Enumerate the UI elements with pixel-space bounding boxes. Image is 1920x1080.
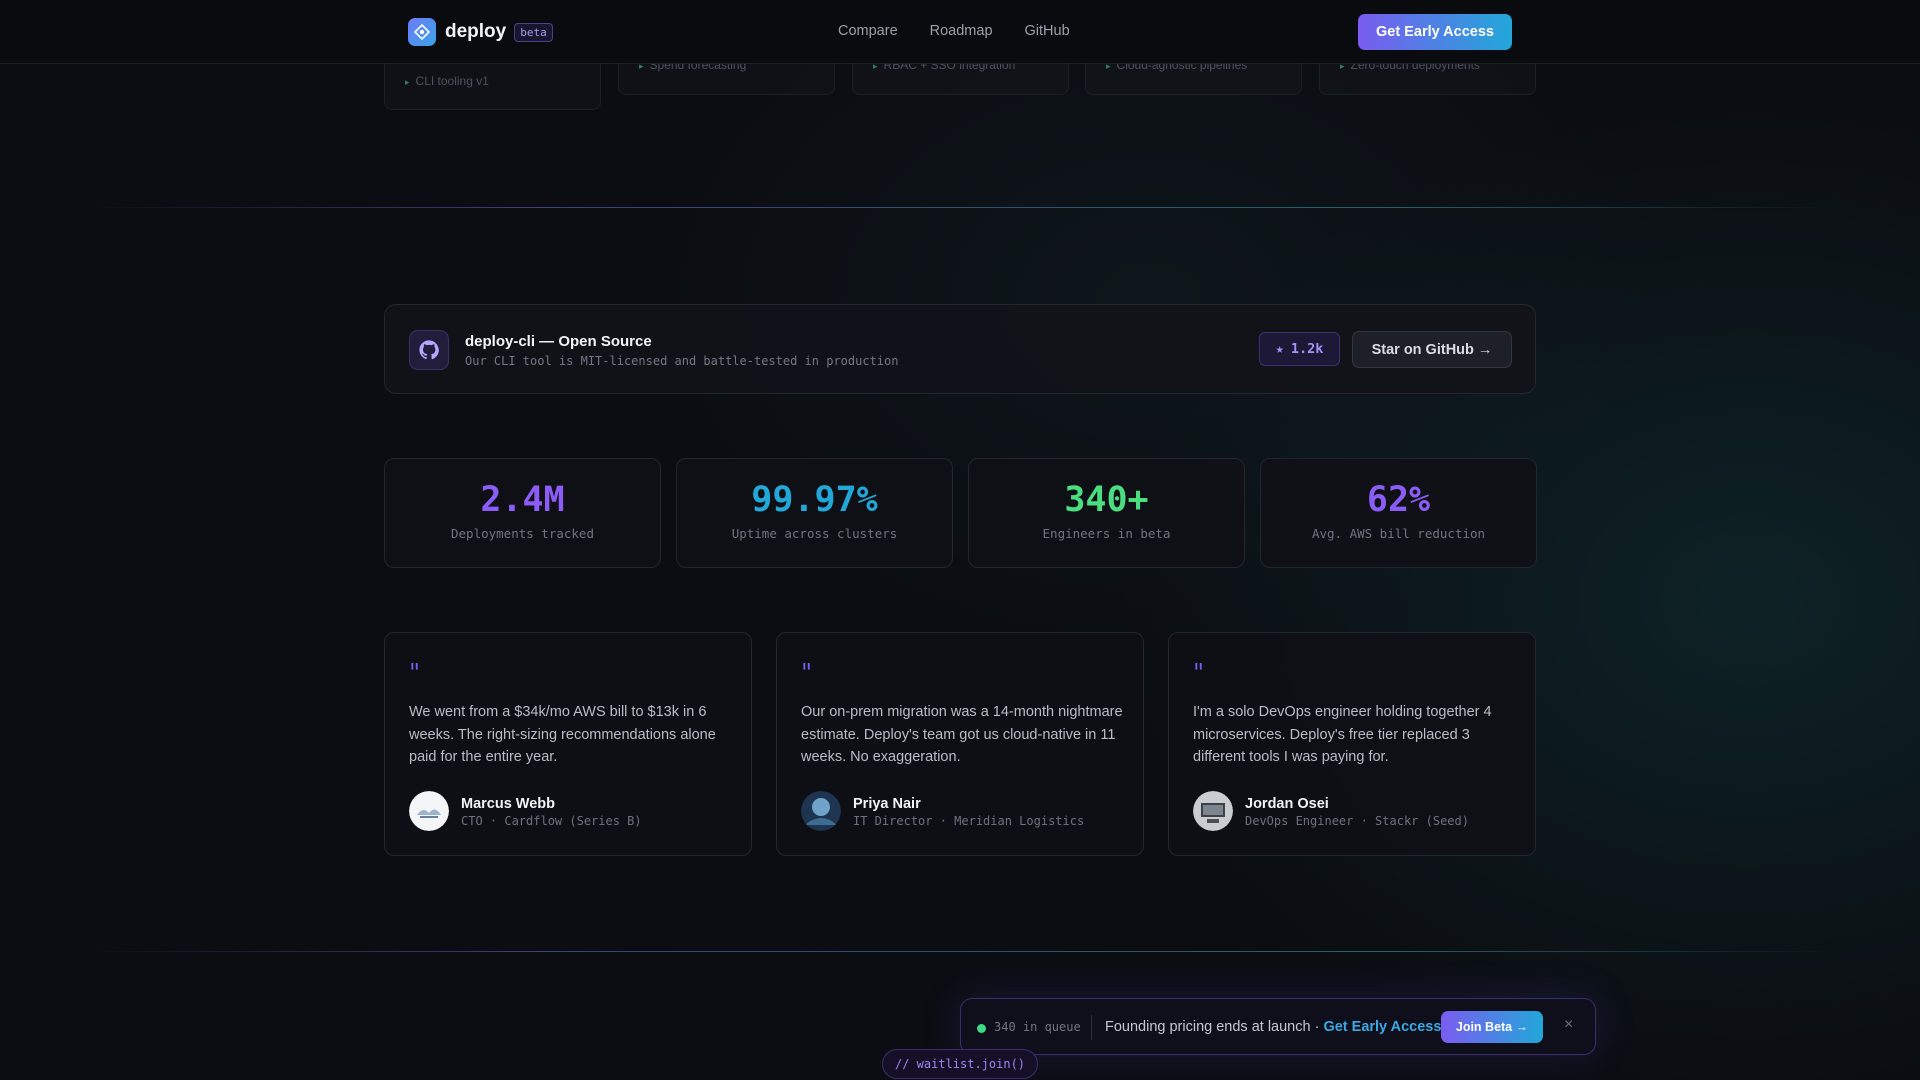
star-on-github-button[interactable]: Star on GitHub → (1352, 331, 1512, 368)
author-name: Priya Nair (853, 796, 921, 812)
stat-value: 99.97% (751, 480, 878, 520)
status-dot-icon (977, 1024, 986, 1033)
testimonial-card: " Our on-prem migration was a 14-month n… (776, 632, 1144, 856)
oss-title: deploy-cli — Open Source (465, 333, 652, 350)
testimonial-card: " I'm a solo DevOps engineer holding tog… (1168, 632, 1536, 856)
avatar (1193, 791, 1233, 831)
author-role: CTO · Cardflow (Series B) (461, 814, 642, 828)
avatar (801, 791, 841, 831)
testimonial-quote: We went from a $34k/mo AWS bill to $13k … (409, 704, 716, 765)
nav-link-compare[interactable]: Compare (838, 23, 898, 39)
nav-link-roadmap[interactable]: Roadmap (929, 23, 993, 39)
feature-item: ▸ CLI tooling v1 (405, 74, 489, 88)
section-divider (86, 951, 1834, 952)
stat-card: 62% Avg. AWS bill reduction (1260, 458, 1537, 568)
stat-card: 2.4M Deployments tracked (384, 458, 661, 568)
logo-icon (408, 18, 436, 46)
stat-label: Uptime across clusters (731, 526, 898, 541)
main-nav: Compare Roadmap GitHub (838, 23, 1070, 39)
stat-value: 2.4M (480, 480, 565, 520)
section-divider (86, 207, 1834, 208)
close-icon[interactable]: × (1564, 1016, 1574, 1033)
stat-label: Deployments tracked (451, 526, 594, 541)
author-role: IT Director · Meridian Logistics (853, 814, 1085, 828)
brand-name: deploy (445, 21, 507, 42)
pricing-message: Founding pricing ends at launch · Get Ea… (1105, 1019, 1441, 1035)
stat-value: 62% (1366, 480, 1431, 520)
get-early-access-button[interactable]: Get Early Access (1358, 14, 1512, 50)
beta-badge: beta (514, 22, 553, 42)
join-beta-button[interactable]: Join Beta → (1441, 1011, 1543, 1043)
queue-count: 340 in queue (994, 1020, 1081, 1034)
star-count-badge: ★ 1.2k (1259, 332, 1340, 366)
testimonial-card: " We went from a $34k/mo AWS bill to $13… (384, 632, 752, 856)
quote-mark-icon: " (801, 659, 813, 687)
author-name: Jordan Osei (1245, 796, 1329, 812)
oss-subtitle: Our CLI tool is MIT-licensed and battle-… (465, 354, 899, 368)
stat-label: Engineers in beta (1042, 526, 1171, 541)
testimonial-quote: I'm a solo DevOps engineer holding toget… (1193, 704, 1492, 765)
github-icon (409, 330, 449, 370)
get-early-access-link[interactable]: Get Early Access (1323, 1019, 1442, 1035)
stat-value: 340+ (1064, 480, 1149, 520)
brand[interactable]: deploy beta (408, 18, 553, 46)
top-nav-bar: deploy beta Compare Roadmap GitHub Get E… (0, 0, 1920, 64)
open-source-banner: deploy-cli — Open Source Our CLI tool is… (384, 304, 1536, 394)
stat-card: 340+ Engineers in beta (968, 458, 1245, 568)
quote-mark-icon: " (409, 659, 421, 687)
waitlist-sticky-bar: 340 in queue Founding pricing ends at la… (960, 998, 1596, 1055)
avatar (409, 791, 449, 831)
stat-card: 99.97% Uptime across clusters (676, 458, 953, 568)
quote-mark-icon: " (1193, 659, 1205, 687)
author-role: DevOps Engineer · Stackr (Seed) (1245, 814, 1469, 828)
author-name: Marcus Webb (461, 796, 556, 812)
waitlist-code-chip: // waitlist.join() (882, 1049, 1038, 1079)
star-count: 1.2k (1290, 341, 1324, 357)
star-icon: ★ (1275, 341, 1284, 357)
nav-link-github[interactable]: GitHub (1024, 23, 1070, 39)
testimonial-quote: Our on-prem migration was a 14-month nig… (801, 704, 1123, 765)
divider (1091, 1015, 1092, 1040)
pricing-text: Founding pricing ends at launch · (1105, 1019, 1324, 1035)
stat-label: Avg. AWS bill reduction (1311, 526, 1486, 541)
